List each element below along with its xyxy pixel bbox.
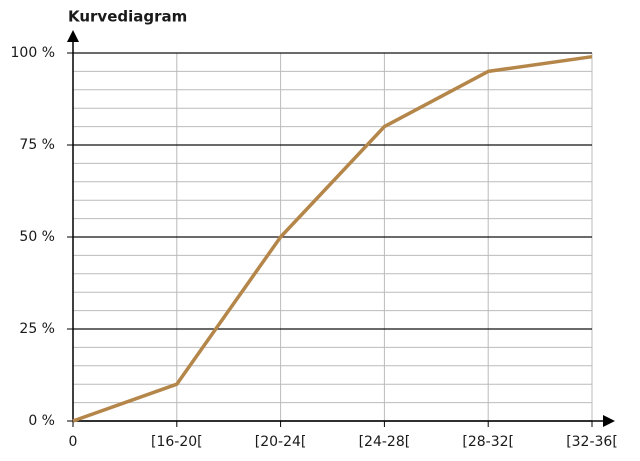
x-tick-label: 0 (69, 434, 78, 450)
chart-title: Kurvediagram (68, 8, 187, 26)
data-line (72, 54, 593, 423)
x-tick-label: [28-32[ (462, 434, 514, 450)
x-tick-label: [24-28[ (359, 434, 411, 450)
y-tick-label: 25 % (19, 321, 55, 337)
y-tick-label: 75 % (19, 137, 55, 153)
y-tick-label: 100 % (11, 45, 55, 61)
y-tick-label: 0 % (28, 413, 55, 429)
y-axis-arrow (67, 30, 79, 42)
x-tick-label: [32-36[ (566, 434, 618, 450)
x-tick-label: [16-20[ (151, 434, 203, 450)
x-axis-arrow (603, 415, 615, 427)
y-tick-label: 50 % (19, 229, 55, 245)
x-tick-label: [20-24[ (255, 434, 307, 450)
